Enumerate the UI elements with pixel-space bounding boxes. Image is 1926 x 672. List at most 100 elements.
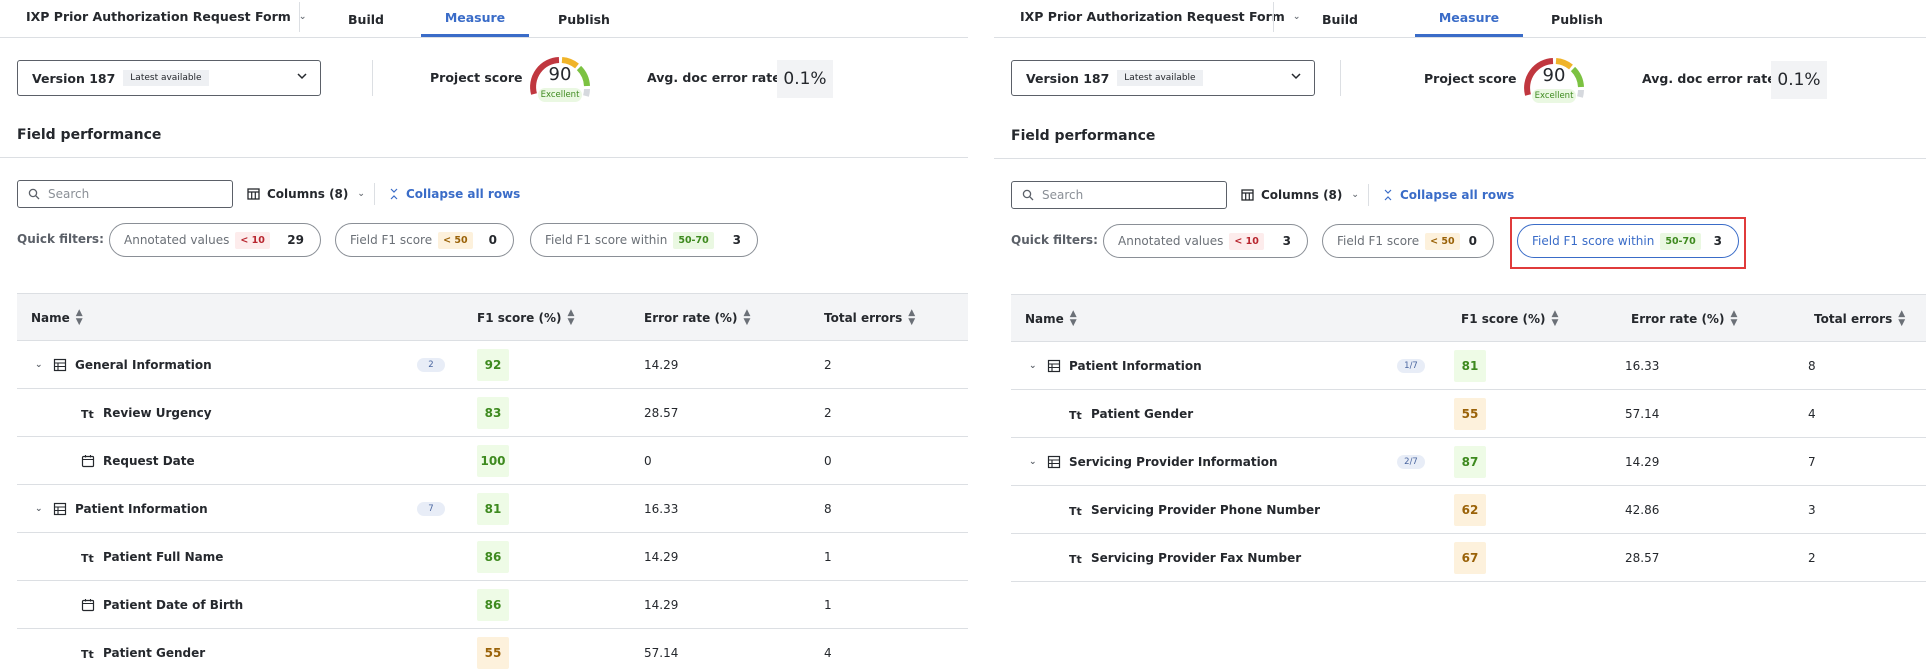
- table-icon: [1047, 359, 1061, 372]
- search-input[interactable]: [1042, 188, 1212, 202]
- filter-chip-f1-within[interactable]: Field F1 score within 50-70 3: [1517, 224, 1739, 258]
- chip-label: Field F1 score: [350, 233, 433, 247]
- table-row[interactable]: ⌄ Patient Information 1/7 81 16.33 8: [1011, 342, 1926, 390]
- table-row[interactable]: Tt Review Urgency 83 28.57 2: [17, 389, 968, 437]
- f1-score: 83: [477, 396, 509, 429]
- selection-highlight: [1510, 217, 1746, 269]
- column-header-total-errors[interactable]: Total errors ▲ ▼: [824, 294, 915, 341]
- row-name: Servicing Provider Information: [1069, 454, 1278, 469]
- collapse-all-rows-button[interactable]: Collapse all rows: [1384, 184, 1514, 206]
- total-errors-cell: 7: [1808, 454, 1816, 469]
- column-header-error-rate[interactable]: Error rate (%) ▲ ▼: [1631, 295, 1737, 342]
- filter-chip-f1-below[interactable]: Field F1 score < 50 0: [335, 223, 514, 257]
- collapse-label: Collapse all rows: [406, 187, 521, 201]
- version-select[interactable]: Version 187 Latest available: [1011, 60, 1315, 96]
- search-input[interactable]: [48, 187, 218, 201]
- row-name: Patient Gender: [1091, 406, 1194, 421]
- table-header: Name ▲ ▼ F1 score (%) ▲ ▼ Error rate (%) ▲ ▼ T…: [1011, 294, 1926, 342]
- table-row[interactable]: Tt Patient Full Name 86 14.29 1: [17, 533, 968, 581]
- search-field[interactable]: [17, 180, 233, 208]
- f1-score: 55: [477, 636, 509, 669]
- total-errors-cell: 4: [1808, 406, 1816, 421]
- table-row[interactable]: Tt Patient Gender 55 57.14 4: [1011, 390, 1926, 438]
- version-label: Version 187: [1026, 70, 1110, 86]
- sort-icon: ▲ ▼: [75, 307, 83, 327]
- chevron-down-icon[interactable]: ⌄: [1029, 456, 1037, 467]
- f1-score: 86: [477, 540, 509, 573]
- f1-score: 81: [477, 492, 509, 525]
- f1-cell: 67: [1454, 534, 1486, 581]
- version-select[interactable]: Version 187 Latest available: [17, 60, 321, 96]
- project-selector[interactable]: IXP Prior Authorization Request Form ⌄: [1020, 9, 1300, 24]
- filter-chip-f1-within[interactable]: Field F1 score within 50-70 3: [530, 223, 758, 257]
- column-header-name[interactable]: Name ▲ ▼: [31, 294, 83, 341]
- chevron-down-icon: ⌄: [357, 189, 365, 199]
- row-name: Patient Information: [1069, 358, 1202, 373]
- chevron-down-icon[interactable]: ⌄: [35, 359, 43, 370]
- error-rate-cell: 14.29: [1625, 454, 1660, 469]
- error-rate-cell: 16.33: [1625, 358, 1660, 373]
- table-row[interactable]: Tt Servicing Provider Phone Number 62 42…: [1011, 486, 1926, 534]
- sort-icon: ▲ ▼: [567, 307, 575, 327]
- chip-label: Field F1 score within: [1532, 234, 1655, 248]
- project-score-value: 90: [548, 64, 572, 85]
- total-errors-cell: 2: [824, 405, 832, 420]
- svg-text:Tt: Tt: [1069, 505, 1082, 517]
- collapse-all-rows-button[interactable]: Collapse all rows: [390, 183, 520, 205]
- text-type-icon: Tt: [1069, 505, 1082, 517]
- table-row[interactable]: ⌄ Servicing Provider Information 2/7 87 …: [1011, 438, 1926, 486]
- column-header-f1[interactable]: F1 score (%) ▲ ▼: [477, 294, 574, 341]
- name-cell: Patient Date of Birth: [81, 581, 243, 628]
- table-row[interactable]: Request Date 100 0 0: [17, 437, 968, 485]
- collapse-icon: [390, 188, 398, 200]
- error-rate-cell: 14.29: [644, 357, 679, 372]
- tab-measure[interactable]: Measure: [1415, 0, 1523, 37]
- f1-score: 62: [1454, 493, 1486, 526]
- filter-chip-annotated-values[interactable]: Annotated values < 10 3: [1103, 224, 1308, 258]
- chevron-down-icon[interactable]: ⌄: [1029, 360, 1037, 371]
- error-rate-cell: 16.33: [644, 501, 679, 516]
- calendar-icon: [81, 454, 95, 467]
- divider: [0, 157, 968, 158]
- divider: [374, 183, 375, 205]
- project-title: IXP Prior Authorization Request Form: [1020, 9, 1285, 24]
- columns-button[interactable]: Columns (8) ⌄: [247, 183, 365, 205]
- tab-build[interactable]: Build: [348, 11, 384, 27]
- chip-label: Field F1 score: [1337, 234, 1420, 248]
- column-header-name[interactable]: Name ▲ ▼: [1025, 295, 1077, 342]
- filter-chip-annotated-values[interactable]: Annotated values < 10 29: [109, 223, 321, 257]
- table-row[interactable]: Tt Patient Gender 55 57.14 4: [17, 629, 968, 672]
- name-cell: ⌄ Patient Information: [1029, 342, 1202, 389]
- table-row[interactable]: ⌄ Patient Information 7 81 16.33 8: [17, 485, 968, 533]
- columns-button[interactable]: Columns (8) ⌄: [1241, 184, 1359, 206]
- divider: [1340, 60, 1341, 96]
- search-field[interactable]: [1011, 181, 1227, 209]
- chip-count: 0: [1468, 234, 1477, 248]
- table-row[interactable]: Patient Date of Birth 86 14.29 1: [17, 581, 968, 629]
- sort-icon: ▲ ▼: [1898, 308, 1906, 328]
- error-rate-cell: 42.86: [1625, 502, 1660, 517]
- latest-tag: Latest available: [123, 70, 209, 86]
- table-icon: [53, 502, 67, 515]
- tab-publish[interactable]: Publish: [1551, 11, 1603, 27]
- project-selector[interactable]: IXP Prior Authorization Request Form ⌄: [26, 9, 306, 24]
- column-header-error-rate[interactable]: Error rate (%) ▲ ▼: [644, 294, 750, 341]
- row-name: Patient Information: [75, 501, 208, 516]
- row-name: Patient Date of Birth: [103, 597, 244, 612]
- tab-measure[interactable]: Measure: [421, 0, 529, 37]
- project-score-label: Project score: [430, 70, 523, 85]
- chevron-down-icon[interactable]: ⌄: [35, 503, 43, 514]
- total-errors-cell: 2: [1808, 550, 1816, 565]
- svg-text:Tt: Tt: [81, 552, 94, 564]
- tab-build[interactable]: Build: [1322, 11, 1358, 27]
- filter-chip-f1-below[interactable]: Field F1 score < 50 0: [1322, 224, 1494, 258]
- row-name: Patient Full Name: [103, 549, 224, 564]
- tab-publish[interactable]: Publish: [558, 11, 610, 27]
- f1-score: 81: [1454, 349, 1486, 382]
- table-icon: [53, 358, 67, 371]
- table-row[interactable]: ⌄ General Information 2 92 14.29 2: [17, 341, 968, 389]
- table-row[interactable]: Tt Servicing Provider Fax Number 67 28.5…: [1011, 534, 1926, 582]
- column-header-total-errors[interactable]: Total errors ▲ ▼: [1814, 295, 1905, 342]
- chip-count: 3: [1713, 234, 1722, 248]
- column-header-f1[interactable]: F1 score (%) ▲ ▼: [1461, 295, 1558, 342]
